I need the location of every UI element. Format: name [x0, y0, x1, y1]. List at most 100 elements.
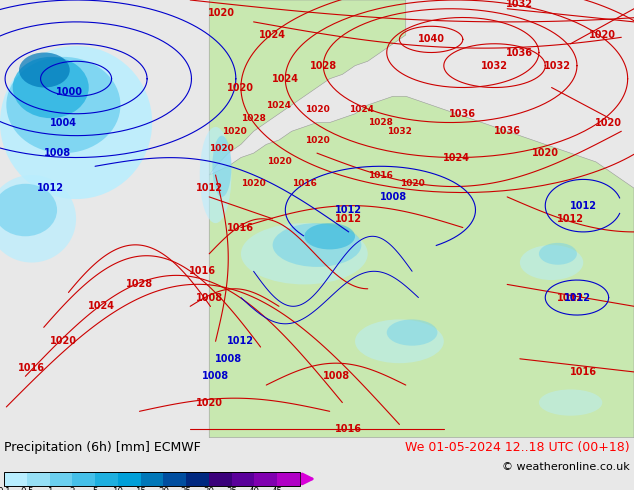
Text: 1020: 1020 [50, 336, 77, 346]
Ellipse shape [539, 390, 602, 416]
Bar [72, 472, 95, 486]
Ellipse shape [0, 175, 76, 263]
Ellipse shape [539, 243, 577, 265]
Bar [209, 472, 231, 486]
Ellipse shape [0, 184, 57, 236]
Text: 40: 40 [249, 488, 260, 490]
Text: 1016: 1016 [570, 367, 597, 377]
Text: 1012: 1012 [557, 214, 584, 224]
Text: 1036: 1036 [494, 126, 521, 136]
Text: 1032: 1032 [481, 61, 508, 71]
Text: 1020: 1020 [304, 105, 330, 114]
Text: 1020: 1020 [209, 144, 235, 153]
Text: 10: 10 [112, 488, 124, 490]
Text: 1032: 1032 [507, 0, 533, 9]
Text: 1020: 1020 [595, 118, 622, 127]
Text: 1032: 1032 [387, 127, 412, 136]
Text: 30: 30 [204, 488, 214, 490]
Text: 1016: 1016 [335, 424, 362, 434]
Bar [27, 472, 49, 486]
Text: 1028: 1028 [310, 61, 337, 71]
Text: 1028: 1028 [241, 114, 266, 122]
Text: 1004: 1004 [50, 118, 77, 127]
Text: 1028: 1028 [126, 279, 153, 290]
Text: 1024: 1024 [349, 105, 374, 114]
Ellipse shape [355, 319, 444, 363]
Text: 1000: 1000 [56, 87, 83, 97]
Bar [164, 472, 186, 486]
Text: 25: 25 [181, 488, 191, 490]
Polygon shape [209, 96, 634, 438]
Ellipse shape [304, 223, 355, 249]
Text: 45: 45 [272, 488, 283, 490]
Text: 1020: 1020 [209, 8, 235, 18]
Text: 1020: 1020 [222, 127, 247, 136]
Text: 1012: 1012 [335, 214, 362, 224]
Bar [4, 472, 300, 486]
Text: 1032: 1032 [545, 61, 571, 71]
Bar [49, 472, 72, 486]
Bar [231, 472, 254, 486]
Text: 1028: 1028 [368, 118, 393, 127]
Bar [95, 472, 118, 486]
Text: 1016: 1016 [292, 179, 317, 188]
Ellipse shape [387, 319, 437, 345]
Text: 1036: 1036 [507, 48, 533, 57]
Text: 1012: 1012 [37, 183, 64, 193]
Ellipse shape [200, 127, 231, 223]
Text: 1040: 1040 [418, 34, 444, 45]
Text: 1024: 1024 [88, 301, 115, 311]
Text: 0.5: 0.5 [20, 488, 34, 490]
Text: 1036: 1036 [450, 109, 476, 119]
Ellipse shape [241, 223, 368, 284]
Text: 1012: 1012 [196, 183, 223, 193]
Text: 1008: 1008 [202, 371, 229, 381]
Text: 1020: 1020 [532, 148, 559, 158]
Text: 20: 20 [158, 488, 169, 490]
Text: 1020: 1020 [589, 30, 616, 40]
Ellipse shape [19, 52, 70, 88]
Text: 1012: 1012 [228, 336, 254, 346]
Text: 1020: 1020 [304, 136, 330, 145]
Text: 1024: 1024 [272, 74, 299, 84]
Text: 35: 35 [226, 488, 237, 490]
Bar [118, 472, 141, 486]
Text: 0.1: 0.1 [0, 488, 11, 490]
Text: 1024: 1024 [266, 100, 292, 110]
Text: 1016: 1016 [368, 171, 393, 179]
Ellipse shape [520, 245, 583, 280]
Bar [141, 472, 164, 486]
Bar [254, 472, 277, 486]
Text: 1012: 1012 [570, 201, 597, 211]
Text: 1012: 1012 [335, 205, 362, 215]
Ellipse shape [273, 223, 361, 267]
Bar [4, 472, 27, 486]
Text: 1008: 1008 [196, 293, 223, 302]
Text: Precipitation (6h) [mm] ECMWF: Precipitation (6h) [mm] ECMWF [4, 441, 201, 454]
Text: 1012: 1012 [564, 293, 590, 302]
Bar [277, 472, 300, 486]
Text: 1020: 1020 [196, 397, 223, 408]
Ellipse shape [6, 57, 120, 153]
Ellipse shape [212, 136, 231, 197]
Text: 1024: 1024 [259, 30, 286, 40]
Text: 1008: 1008 [323, 371, 349, 381]
Text: 1008: 1008 [44, 148, 70, 158]
Text: 1020: 1020 [399, 179, 425, 188]
Text: 1024: 1024 [443, 152, 470, 163]
Text: 1020: 1020 [241, 179, 266, 188]
Text: 1016: 1016 [190, 266, 216, 276]
Text: 1008: 1008 [215, 354, 242, 364]
Text: 1016: 1016 [228, 222, 254, 233]
Ellipse shape [0, 46, 152, 199]
Text: 1020: 1020 [228, 82, 254, 93]
Text: 5: 5 [93, 488, 98, 490]
Text: 2: 2 [70, 488, 75, 490]
Bar [186, 472, 209, 486]
Text: © weatheronline.co.uk: © weatheronline.co.uk [502, 462, 630, 472]
Text: 1008: 1008 [380, 192, 406, 202]
Text: 1016: 1016 [18, 363, 45, 372]
Text: 1020: 1020 [266, 157, 292, 167]
Ellipse shape [13, 57, 89, 118]
Text: 15: 15 [135, 488, 146, 490]
